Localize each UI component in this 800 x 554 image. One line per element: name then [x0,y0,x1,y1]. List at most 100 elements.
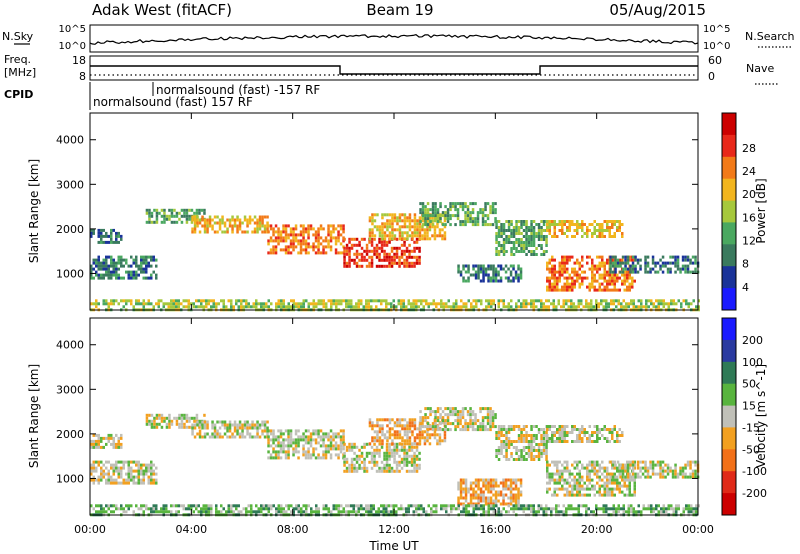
power-cell [573,273,576,277]
velocity-cell [147,507,150,511]
power-cell [411,237,414,241]
power-cell [148,211,151,215]
velocity-cell [386,430,389,434]
power-cell [332,299,335,303]
power-cell [583,223,586,226]
velocity-cell [145,466,148,470]
velocity-cell [494,413,497,417]
power-cell [598,285,601,289]
velocity-cell [596,475,599,479]
velocity-cell [342,447,345,451]
velocity-cell [110,442,113,446]
velocity-cell [514,499,518,503]
velocity-cell [236,426,239,430]
velocity-cell [107,472,110,476]
power-cell [436,208,440,212]
velocity-cell [132,510,135,514]
velocity-cell [563,469,566,473]
velocity-cell [598,484,601,488]
power-cell [422,305,425,309]
velocity-cell [373,460,376,464]
power-cell [226,230,229,234]
velocity-cell [433,433,437,437]
velocity-cell [285,510,288,514]
velocity-cell [413,427,417,431]
velocity-cell [426,416,430,420]
velocity-cell [618,428,621,431]
power-cell [568,276,571,280]
velocity-cell [556,493,559,497]
power-cell [92,261,95,265]
power-cell [319,224,323,228]
velocity-cell [312,510,315,514]
velocity-cell [332,447,335,451]
power-cell [444,211,447,215]
power-cell [130,255,133,259]
velocity-cell [100,439,103,443]
velocity-cell [628,466,631,470]
power-cell [155,220,159,224]
power-cell [200,208,204,212]
velocity-cell [339,441,343,445]
power-cell [155,264,158,268]
power-cell [484,205,487,209]
power-cell [542,238,546,241]
power-cell [469,220,472,224]
power-cell [644,267,647,271]
power-cell [413,222,417,226]
power-cell [418,261,421,265]
velocity-cell [512,428,516,431]
velocity-cell [277,441,280,445]
velocity-cell [112,478,115,482]
power-cell [464,220,467,224]
power-cell [598,273,601,277]
power-cell [150,302,153,306]
power-cell [606,273,609,277]
power-cell [593,264,596,268]
power-cell [304,245,308,249]
power-cell [325,302,328,306]
power-cell [566,285,569,289]
velocity-cell [489,496,493,500]
velocity-cell [162,507,165,511]
velocity-cell [546,487,549,491]
power-cell [464,223,467,227]
power-cell [371,234,374,238]
power-cell [92,258,95,262]
velocity-cell [165,510,168,514]
velocity-cell [434,428,437,432]
power-cell [112,264,115,268]
velocity-cell [598,475,601,479]
power-cell [660,302,663,306]
power-cell [424,205,427,209]
velocity-cell [415,454,419,458]
power-cell [606,285,609,289]
power-cell [421,223,425,227]
velocity-cell [317,453,320,457]
velocity-cell [378,454,381,458]
velocity-cell [216,420,219,424]
power-cell [378,237,381,241]
velocity-cell [486,428,490,432]
power-cell [494,217,497,221]
velocity-cell [606,475,609,479]
power-cell [170,211,174,215]
power-cell [497,299,500,303]
power-cell [492,299,495,303]
velocity-cell [486,410,490,414]
velocity-cell [514,496,518,500]
velocity-cell [388,463,391,467]
power-cell [431,225,434,229]
power-cell [415,299,418,303]
power-cell [451,205,455,209]
velocity-cell [238,432,242,436]
velocity-cell [551,472,554,476]
velocity-cell [505,452,508,455]
power-cell [546,288,549,292]
power-cell [383,264,386,268]
velocity-cell [363,457,366,461]
velocity-cell [360,454,364,458]
velocity-cell [593,463,596,467]
power-cell [398,237,402,241]
velocity-cell [462,502,465,506]
